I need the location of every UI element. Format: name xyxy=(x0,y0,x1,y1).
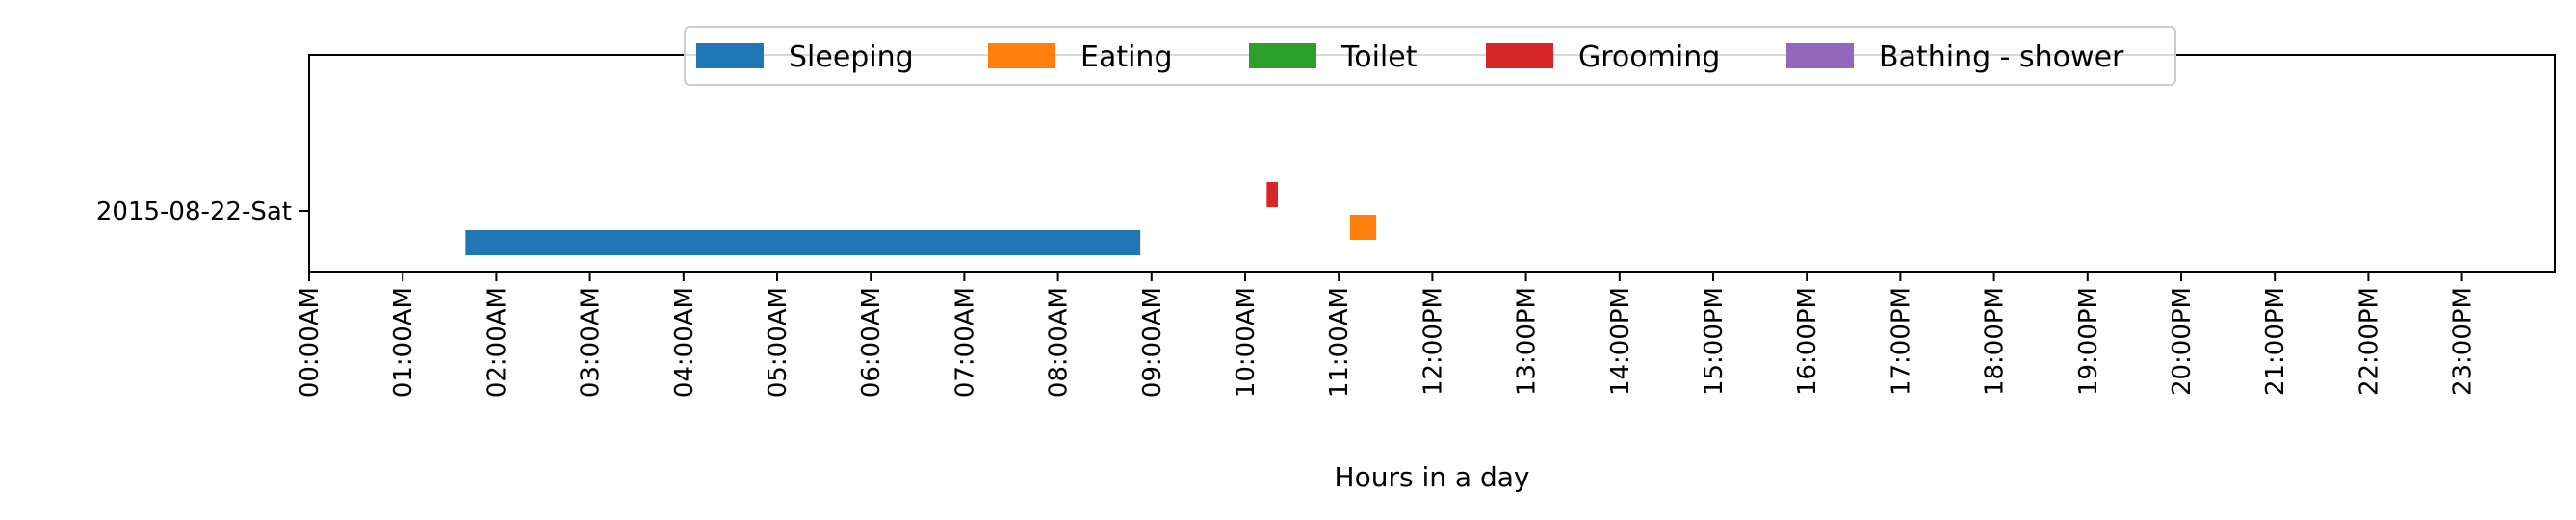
x-tick-label: 01:00AM xyxy=(389,287,418,398)
x-tick-label: 08:00AM xyxy=(1045,287,1074,398)
x-tick-label: 14:00PM xyxy=(1606,287,1635,396)
legend-swatch xyxy=(988,43,1055,68)
x-tick-label: 19:00PM xyxy=(2074,287,2103,396)
legend-swatch xyxy=(1249,43,1316,68)
x-tick-label: 10:00AM xyxy=(1232,287,1261,398)
x-tick-label: 03:00AM xyxy=(577,287,606,398)
legend-label: Toilet xyxy=(1340,40,1418,74)
y-axis: 2015-08-22-Sat xyxy=(96,197,309,226)
legend-label: Bathing - shower xyxy=(1879,40,2124,74)
bar-grooming xyxy=(1266,182,1279,207)
legend-label: Eating xyxy=(1080,40,1173,74)
x-tick-label: 06:00AM xyxy=(857,287,886,398)
x-tick-label: 00:00AM xyxy=(296,287,325,398)
bar-sleeping xyxy=(465,230,1141,255)
x-tick-label: 21:00PM xyxy=(2261,287,2290,396)
x-tick-label: 13:00PM xyxy=(1513,287,1542,396)
x-axis: 00:00AM 01:00AM 02:00AM 03:00AM 04:00AM 05:00… xyxy=(296,272,2478,398)
legend-label: Sleeping xyxy=(789,40,914,74)
x-tick-label: 23:00PM xyxy=(2449,287,2478,396)
x-tick-label: 02:00AM xyxy=(482,287,511,398)
x-tick-label: 12:00PM xyxy=(1418,287,1447,396)
legend-swatch xyxy=(1486,43,1553,68)
x-tick-label: 05:00AM xyxy=(764,287,793,398)
x-tick-label: 04:00AM xyxy=(670,287,699,398)
x-tick-label: 22:00PM xyxy=(2355,287,2383,396)
legend-swatch xyxy=(696,43,764,68)
x-tick-label: 16:00PM xyxy=(1793,287,1822,396)
x-tick-label: 18:00PM xyxy=(1981,287,2010,396)
legend: Sleeping Eating Toilet Grooming Bathing - sh… xyxy=(684,26,2176,86)
legend-swatch xyxy=(1786,43,1854,68)
legend-label: Grooming xyxy=(1578,40,1720,74)
y-tick-label: 2015-08-22-Sat xyxy=(96,197,292,226)
bar-eating xyxy=(1349,215,1377,240)
x-tick-label: 09:00AM xyxy=(1138,287,1167,398)
legend-box xyxy=(684,26,2176,86)
x-tick-label: 07:00AM xyxy=(950,287,979,398)
x-tick-label: 11:00AM xyxy=(1325,287,1354,398)
x-tick-label: 17:00PM xyxy=(1886,287,1915,396)
x-tick-label: 20:00PM xyxy=(2168,287,2197,396)
x-axis-label: Hours in a day xyxy=(1335,461,1530,493)
activity-bars xyxy=(465,182,1377,255)
x-tick-label: 15:00PM xyxy=(1700,287,1729,396)
